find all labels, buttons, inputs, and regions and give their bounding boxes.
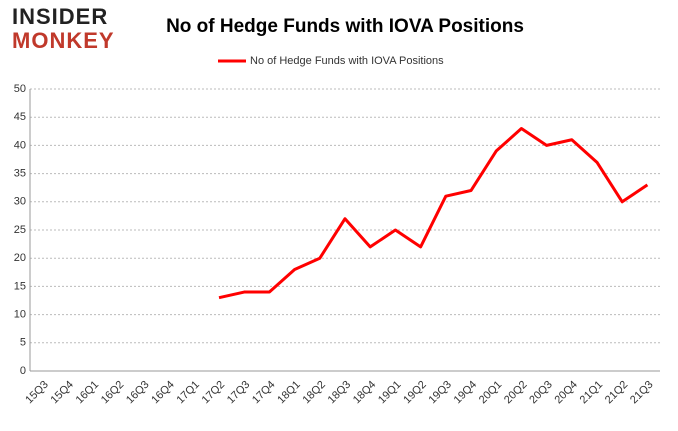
x-tick-label: 20Q4 (552, 379, 580, 407)
x-tick-label: 19Q3 (426, 379, 454, 407)
x-tick-label: 16Q3 (124, 379, 152, 407)
logo-line1: INSIDER (12, 4, 108, 29)
y-tick-label: 35 (14, 168, 26, 180)
y-tick-label: 20 (14, 252, 26, 264)
x-tick-label: 20Q2 (502, 379, 530, 407)
y-tick-label: 45 (14, 111, 26, 123)
logo-line2: MONKEY (12, 28, 115, 53)
x-tick-label: 16Q1 (74, 379, 102, 407)
x-tick-label: 21Q3 (628, 379, 656, 407)
x-tick-label: 17Q1 (174, 379, 202, 407)
x-tick-label: 16Q4 (149, 379, 177, 407)
x-tick-label: 17Q2 (200, 379, 228, 407)
y-tick-label: 50 (14, 83, 26, 95)
x-tick-label: 20Q3 (527, 379, 555, 407)
y-tick-label: 30 (14, 196, 26, 208)
x-tick-label: 19Q1 (376, 379, 404, 407)
y-tick-label: 15 (14, 280, 26, 292)
x-tick-label: 15Q3 (23, 379, 51, 407)
chart-title: No of Hedge Funds with IOVA Positions (166, 16, 524, 37)
x-tick-label: 16Q2 (99, 379, 127, 407)
x-tick-label: 17Q4 (250, 379, 278, 407)
x-tick-label: 21Q1 (578, 379, 606, 407)
x-tick-label: 18Q1 (275, 379, 303, 407)
x-tick-label: 15Q4 (48, 379, 76, 407)
x-tick-label: 17Q3 (225, 379, 253, 407)
x-tick-label: 18Q4 (351, 379, 379, 407)
x-tick-label: 19Q2 (401, 379, 429, 407)
data-line (218, 126, 649, 300)
legend-label: No of Hedge Funds with IOVA Positions (250, 55, 444, 67)
x-tick-label: 20Q1 (477, 379, 505, 407)
y-tick-label: 10 (14, 309, 26, 321)
y-tick-label: 40 (14, 139, 26, 151)
y-tick-label: 0 (20, 365, 26, 377)
y-tick-label: 25 (14, 224, 26, 236)
x-tick-label: 18Q2 (300, 379, 328, 407)
x-tick-label: 19Q4 (452, 379, 480, 407)
y-tick-label: 5 (20, 337, 26, 349)
x-tick-label: 21Q2 (603, 379, 631, 407)
x-tick-label: 18Q3 (326, 379, 354, 407)
